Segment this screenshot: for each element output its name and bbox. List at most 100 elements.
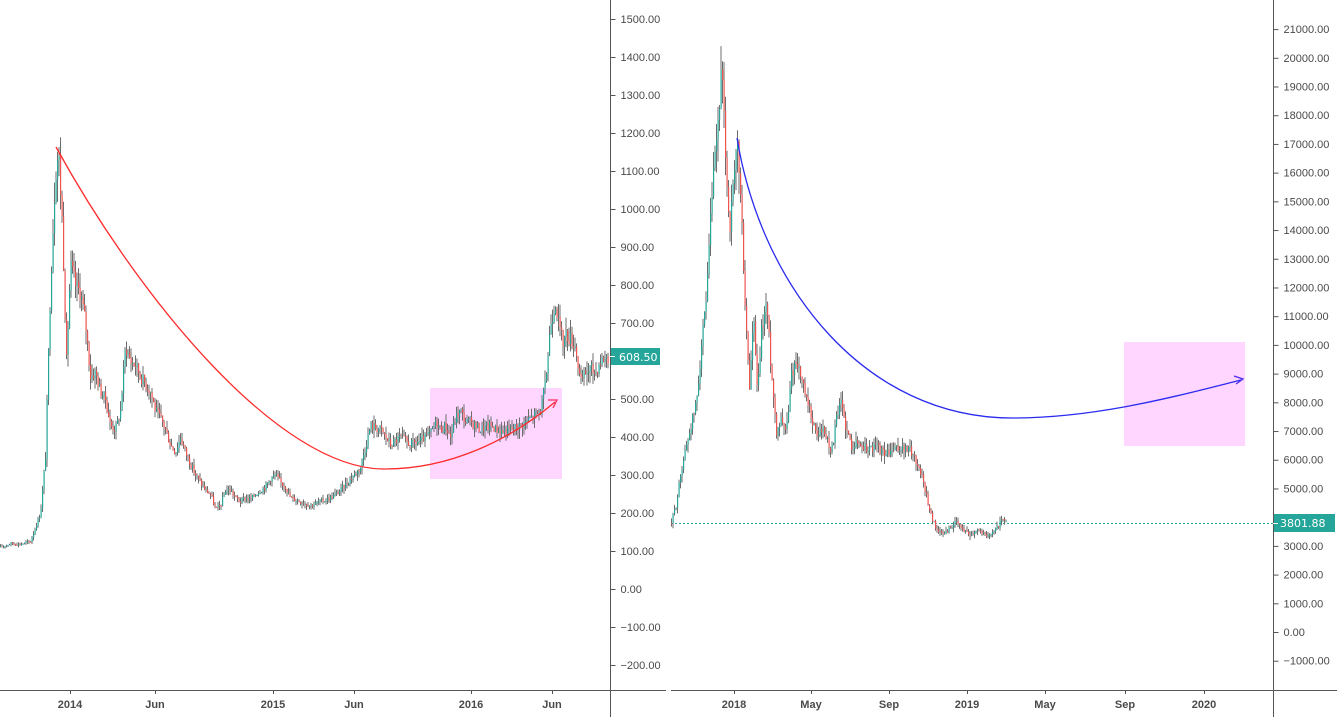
- left-time-scale[interactable]: 2014 Jun 2015 Jun 2016 Jun: [58, 690, 562, 711]
- price-tick: 0.00: [1273, 627, 1305, 639]
- price-tick-label: 500.00: [621, 394, 655, 406]
- time-tick: Sep: [879, 690, 899, 711]
- price-tick-label: 6000.00: [1284, 455, 1324, 467]
- price-tick-label: 1000.00: [621, 204, 661, 216]
- price-tick: 11000.00: [1273, 311, 1329, 323]
- price-tick-label: 19000.00: [1284, 82, 1330, 94]
- time-tick-label: Sep: [1115, 699, 1135, 711]
- price-tick: 300.00: [610, 470, 655, 482]
- price-tick-label: 2000.00: [1284, 570, 1324, 582]
- price-tick-label: 20000.00: [1284, 53, 1330, 65]
- price-tick: 5000.00: [1273, 483, 1324, 495]
- price-tick: 1200.00: [610, 128, 661, 140]
- price-tick: 8000.00: [1273, 397, 1324, 409]
- right-price-scale[interactable]: 21000.00 20000.00 19000.00 18000.00 17000.00…: [1273, 24, 1330, 668]
- price-tick: 20000.00: [1273, 53, 1330, 65]
- left-candlestick-series: [0, 137, 609, 549]
- price-tick-label: 900.00: [621, 242, 655, 254]
- right-chart-panel[interactable]: 21000.00 20000.00 19000.00 18000.00 17000.00…: [667, 0, 1337, 717]
- price-tick: 6000.00: [1273, 455, 1324, 467]
- price-tick-label: 5000.00: [1284, 483, 1324, 495]
- price-tick: 900.00: [610, 242, 655, 254]
- price-tick: 3000.00: [1273, 541, 1323, 553]
- price-tick: 7000.00: [1273, 426, 1324, 438]
- price-tick: 1400.00: [610, 52, 661, 64]
- price-tick-label: 200.00: [621, 508, 655, 520]
- time-tick: Jun: [542, 690, 562, 711]
- price-tick-label: 14000.00: [1284, 225, 1330, 237]
- price-tick: 14000.00: [1273, 225, 1330, 237]
- price-tick-label: 800.00: [621, 280, 655, 292]
- time-tick: 2020: [1192, 690, 1216, 711]
- time-tick: 2014: [58, 690, 83, 711]
- left-price-scale[interactable]: 1500.00 1400.00 1300.00 1200.00 1100.00 1000.…: [610, 14, 661, 672]
- time-tick: Jun: [145, 690, 165, 711]
- price-tick: 21000.00: [1273, 24, 1330, 36]
- time-tick-label: 2016: [459, 699, 483, 711]
- price-tick: 1000.00: [610, 204, 661, 216]
- price-tick-label: 100.00: [621, 546, 655, 558]
- right-chart-canvas[interactable]: 21000.00 20000.00 19000.00 18000.00 17000.00…: [667, 0, 1337, 717]
- price-tick: 13000.00: [1273, 254, 1329, 266]
- time-tick-label: 2015: [261, 699, 285, 711]
- price-tick-label: 10000.00: [1284, 340, 1330, 352]
- price-tick: 19000.00: [1273, 82, 1330, 94]
- price-tick-label: 21000.00: [1284, 24, 1330, 36]
- price-tick: 1000.00: [1273, 598, 1323, 610]
- time-tick: 2015: [261, 690, 285, 711]
- price-tick-label: 17000.00: [1284, 139, 1330, 151]
- price-tick-label: 700.00: [621, 318, 655, 330]
- price-tick-label: −200.00: [621, 660, 661, 672]
- left-arrow-head-icon: [548, 399, 559, 409]
- time-tick-label: 2019: [955, 699, 979, 711]
- price-tick-label: 12000.00: [1284, 282, 1330, 294]
- price-tick: 1300.00: [610, 90, 661, 102]
- price-tick-label: −1000.00: [1284, 656, 1330, 668]
- time-tick: 2019: [955, 690, 979, 711]
- price-tick-label: −100.00: [621, 622, 661, 634]
- price-tick: 2000.00: [1273, 570, 1324, 582]
- price-tick: −100.00: [610, 622, 661, 634]
- time-tick: 2016: [459, 690, 483, 711]
- price-tick-label: 9000.00: [1284, 369, 1324, 381]
- right-arrow-head-icon: [1233, 375, 1245, 385]
- price-tick: 1500.00: [610, 14, 661, 26]
- price-tick-label: 400.00: [621, 432, 655, 444]
- price-tick-label: 7000.00: [1284, 426, 1324, 438]
- price-tick-label: 1500.00: [621, 14, 661, 26]
- price-tick: 700.00: [610, 318, 655, 330]
- price-tick-label: 8000.00: [1284, 397, 1324, 409]
- price-tick-label: 300.00: [621, 470, 655, 482]
- time-tick: Jun: [344, 690, 364, 711]
- price-tick: 0.00: [610, 584, 642, 596]
- price-tick-label: 0.00: [621, 584, 642, 596]
- time-tick: Sep: [1115, 690, 1135, 711]
- left-chart-panel[interactable]: 1500.00 1400.00 1300.00 1200.00 1100.00 1000.…: [0, 0, 666, 717]
- price-tick-label: 1300.00: [621, 90, 661, 102]
- right-trend-curve[interactable]: [736, 137, 1242, 419]
- price-tick-label: 1400.00: [621, 52, 661, 64]
- right-last-price-tag: 3801.88: [1273, 514, 1335, 532]
- time-tick-label: Sep: [879, 699, 899, 711]
- left-trend-curve[interactable]: [55, 146, 556, 470]
- price-tick: 16000.00: [1273, 168, 1329, 180]
- price-tick: 500.00: [610, 394, 655, 406]
- right-candlestick-series: [671, 46, 1007, 541]
- price-tick: 200.00: [610, 508, 655, 520]
- left-last-price: 608.50: [619, 351, 658, 364]
- price-tick-label: 15000.00: [1284, 196, 1330, 208]
- time-tick-label: Jun: [344, 699, 364, 711]
- price-tick-label: 1200.00: [621, 128, 661, 140]
- price-tick: 18000.00: [1273, 110, 1329, 122]
- price-tick: 9000.00: [1273, 369, 1324, 381]
- time-tick-label: 2014: [58, 699, 83, 711]
- price-tick: 400.00: [610, 432, 655, 444]
- time-tick-label: May: [1034, 699, 1056, 711]
- right-last-price: 3801.88: [1280, 517, 1326, 530]
- left-chart-canvas[interactable]: 1500.00 1400.00 1300.00 1200.00 1100.00 1000.…: [0, 0, 666, 717]
- right-time-scale[interactable]: 2018 May Sep 2019 May Sep 2020: [722, 690, 1216, 711]
- price-tick-label: 1100.00: [621, 166, 660, 178]
- price-tick-label: 11000.00: [1284, 311, 1329, 323]
- time-tick-label: 2020: [1192, 699, 1216, 711]
- price-tick: 10000.00: [1273, 340, 1330, 352]
